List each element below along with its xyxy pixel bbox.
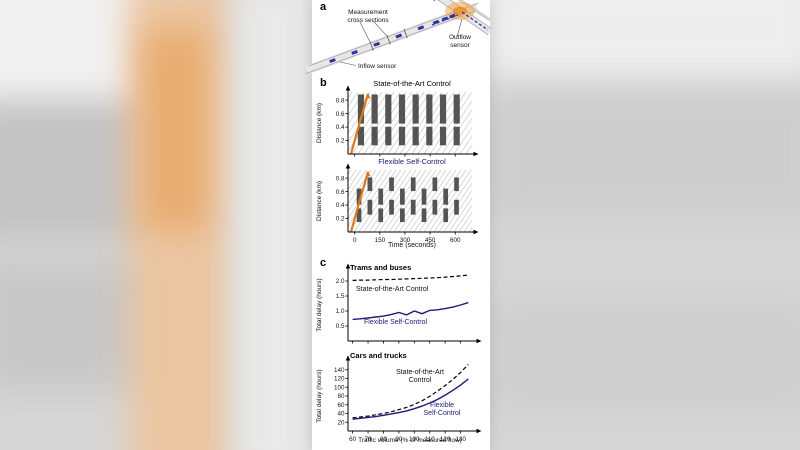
axis-arrow-up — [345, 85, 351, 91]
backdrop-blob — [490, 300, 800, 410]
scientific-figure: a Measurement cross sections Outflow sen… — [305, 0, 493, 450]
x-tick-label: 80 — [380, 436, 388, 443]
b-bottom-chart-title: Flexible Self-Control — [378, 157, 446, 166]
x-tick-label: 110 — [425, 436, 436, 443]
axis-arrow-up — [345, 355, 351, 361]
c-bottom-flex-label: Flexible Self-Control — [423, 402, 461, 418]
traffic-light-core — [453, 6, 467, 16]
cross-section-marks — [369, 28, 408, 51]
backdrop-blob — [235, 0, 315, 450]
series-line-flexible-self-control — [352, 301, 469, 321]
c-top-flex-label: Flexible Self-Control — [364, 319, 428, 326]
x-tick-label: 300 — [400, 237, 411, 244]
c-top-chart-title: Trams and buses — [350, 263, 412, 272]
y-tick-label: 0.2 — [336, 216, 345, 223]
backdrop-peach-core — [142, 30, 208, 230]
b-top-chart-title: State-of-the-Art Control — [373, 79, 451, 88]
y-tick-label: 0.8 — [336, 175, 345, 182]
x-tick-label: 0 — [353, 237, 357, 244]
backdrop-blob — [0, 0, 150, 110]
inflow-sensor-label: Inflow sensor — [358, 63, 397, 70]
series-line-flexible-self-control — [352, 378, 469, 420]
x-tick-label: 150 — [375, 237, 386, 244]
x-tick-label: 100 — [409, 436, 420, 443]
axis-arrow-up — [345, 163, 351, 169]
leader-lines — [339, 18, 463, 66]
x-tick-label: 600 — [450, 237, 461, 244]
b-top-ylabel: Distance (km) — [316, 102, 323, 144]
y-tick-label: 2.0 — [336, 278, 345, 285]
queue-bars — [357, 94, 460, 146]
x-tick-label: 90 — [395, 436, 403, 443]
x-tick-label: 120 — [440, 436, 451, 443]
y-tick-label: 0.4 — [336, 124, 345, 131]
tram-trajectory — [350, 93, 370, 154]
c-xlabel: Traffic volume (% of measured flow) — [358, 437, 462, 444]
panel-b-space-time-charts: 0.2 0.4 0.6 0.8 0.2 0.4 0.6 0.8 0 150 300 450 600 — [336, 85, 479, 244]
vehicles — [329, 0, 456, 64]
y-tick-label: 0.4 — [336, 202, 345, 209]
axis-arrow-up — [365, 93, 371, 99]
b-bottom-ylabel: Distance (km) — [316, 180, 323, 222]
x-tick-label: 70 — [365, 436, 373, 443]
panel-c-label: c — [320, 257, 327, 269]
axis-arrow-up — [365, 171, 371, 177]
series-line-state-of-the-art — [352, 274, 469, 281]
y-tick-label: 120 — [334, 376, 345, 383]
axis-arrow-right — [473, 229, 479, 235]
c-top-sota-label: State-of-the-Art Control — [356, 286, 429, 293]
y-tick-label: 0.6 — [336, 111, 345, 118]
panel-a-road-schematic — [305, 0, 493, 75]
x-tick-label: 60 — [349, 436, 357, 443]
c-bottom-sota-label: State-of-the-Art Control — [396, 369, 444, 385]
y-tick-label: 100 — [334, 384, 345, 391]
measurement-cross-sections-label: Measurement cross sections — [347, 9, 389, 24]
panel-a-label: a — [320, 1, 327, 13]
x-tick-label: 130 — [455, 436, 466, 443]
x-tick-label: 450 — [425, 237, 436, 244]
axis-arrow-right — [473, 151, 479, 157]
backdrop-blob — [490, 90, 800, 220]
axis-arrow-right — [476, 338, 482, 344]
y-tick-label: 0.8 — [336, 97, 345, 104]
y-tick-label: 0.6 — [336, 189, 345, 196]
y-tick-label: 140 — [334, 367, 345, 374]
c-bottom-chart-title: Cars and trucks — [350, 351, 407, 360]
y-tick-label: 40 — [337, 411, 345, 418]
y-tick-label: 80 — [337, 393, 345, 400]
y-tick-label: 0.5 — [336, 323, 345, 330]
b-xlabel: Time (seconds) — [388, 242, 436, 249]
outflow-sensor-label: Outflow sensor — [448, 34, 472, 49]
axis-arrow-up — [345, 263, 351, 269]
y-tick-label: 1.0 — [336, 308, 345, 315]
y-tick-label: 1.5 — [336, 293, 345, 300]
queue-bars — [356, 177, 459, 223]
panel-b-label: b — [320, 77, 327, 89]
tram-trajectory — [350, 171, 370, 232]
y-tick-label: 0.2 — [336, 138, 345, 145]
c-top-ylabel: Total delay (hours) — [316, 278, 323, 332]
y-tick-label: 20 — [337, 419, 345, 426]
axis-arrow-right — [476, 428, 482, 434]
y-tick-label: 60 — [337, 402, 345, 409]
series-line-state-of-the-art — [352, 364, 469, 419]
backdrop-blob — [480, 0, 800, 80]
c-bottom-ylabel: Total delay (hours) — [316, 369, 323, 423]
